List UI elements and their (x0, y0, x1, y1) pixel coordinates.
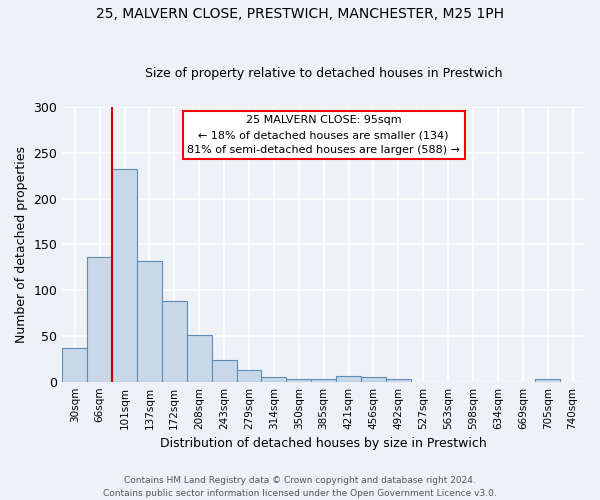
Bar (187, 335, 212, 382)
Title: Size of property relative to detached houses in Prestwich: Size of property relative to detached ho… (145, 66, 502, 80)
Bar (62, 348, 87, 382)
Bar (286, 379, 311, 382)
Text: Contains HM Land Registry data © Crown copyright and database right 2024.
Contai: Contains HM Land Registry data © Crown c… (103, 476, 497, 498)
Bar (212, 360, 236, 382)
X-axis label: Distribution of detached houses by size in Prestwich: Distribution of detached houses by size … (160, 437, 487, 450)
Bar (311, 379, 336, 382)
Bar (137, 261, 162, 382)
Bar (112, 170, 137, 382)
Bar (361, 377, 386, 382)
Bar (236, 370, 262, 382)
Y-axis label: Number of detached properties: Number of detached properties (15, 146, 28, 343)
Text: 25 MALVERN CLOSE: 95sqm
← 18% of detached houses are smaller (134)
81% of semi-d: 25 MALVERN CLOSE: 95sqm ← 18% of detache… (187, 116, 460, 155)
Bar (386, 379, 411, 382)
Bar (262, 377, 286, 382)
Bar (87, 257, 112, 382)
Text: 25, MALVERN CLOSE, PRESTWICH, MANCHESTER, M25 1PH: 25, MALVERN CLOSE, PRESTWICH, MANCHESTER… (96, 8, 504, 22)
Bar (535, 379, 560, 382)
Bar (162, 301, 187, 382)
Bar (336, 376, 361, 382)
